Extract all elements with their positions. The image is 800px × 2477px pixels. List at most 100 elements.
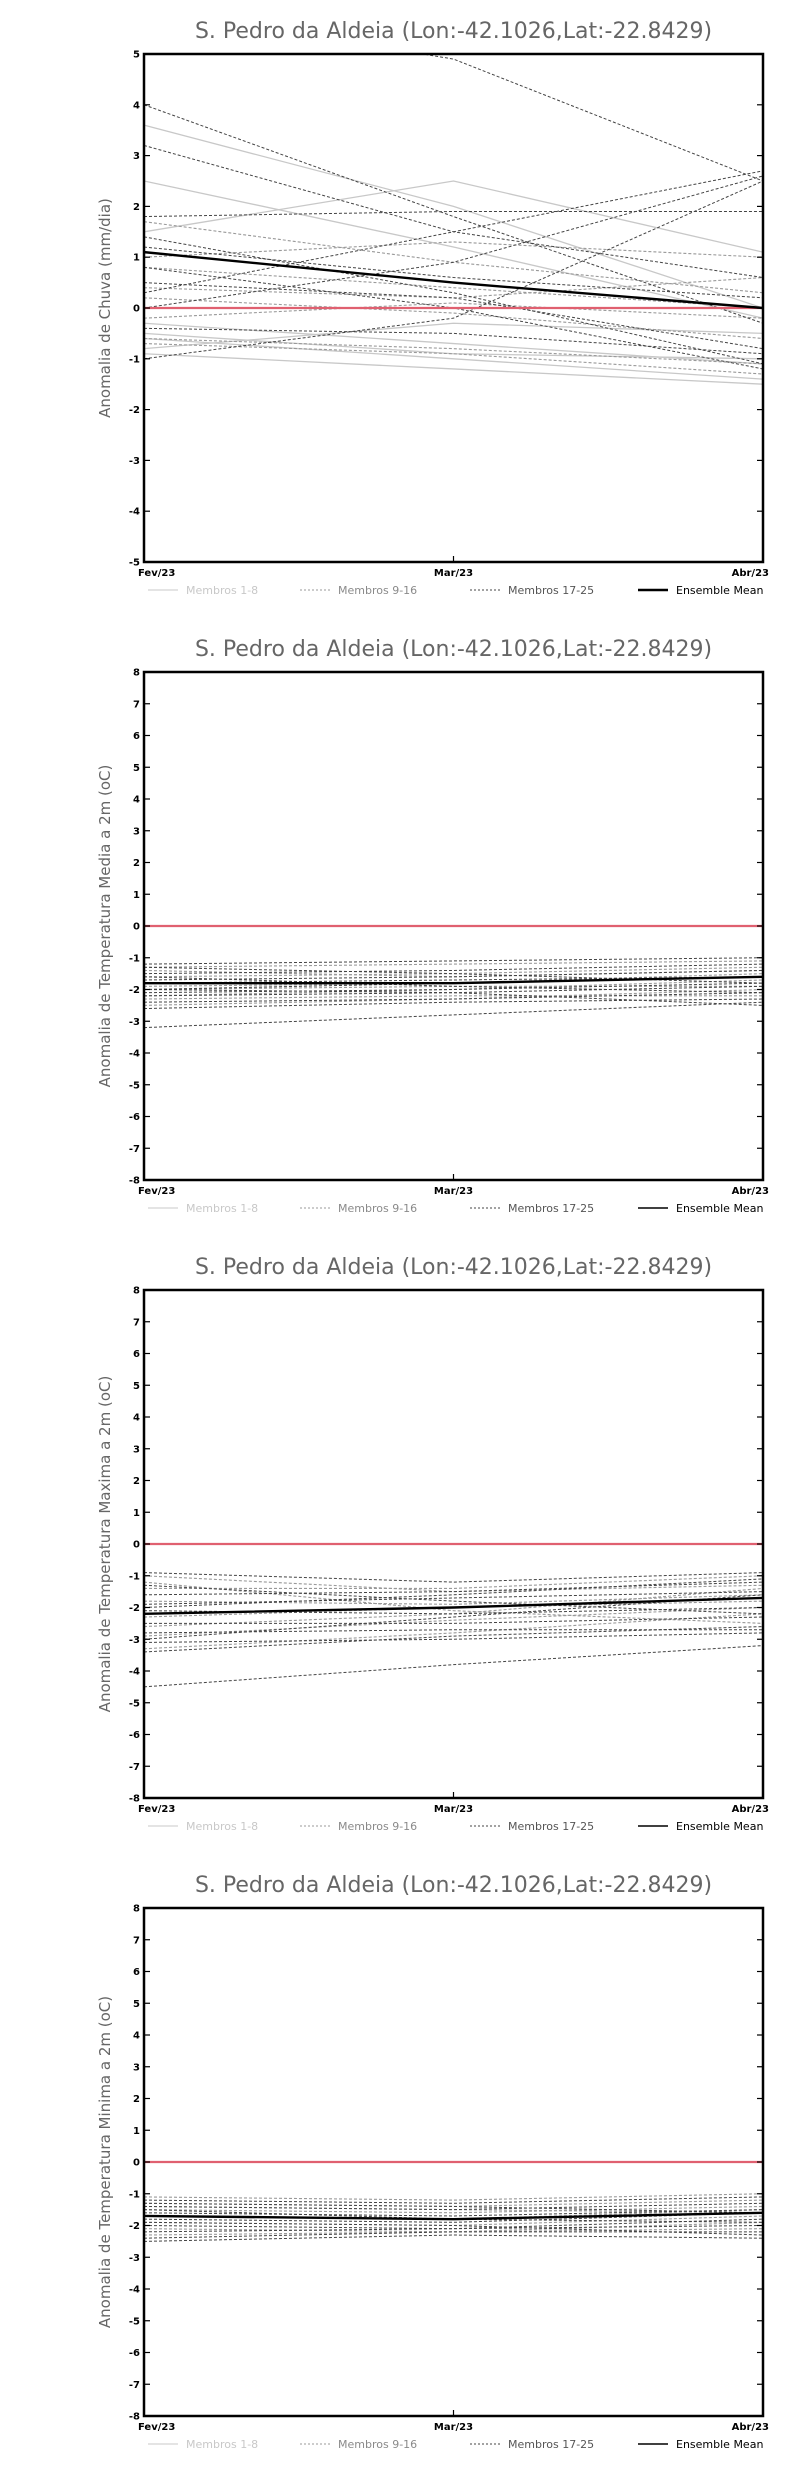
series-line-members-3-11 <box>144 2209 763 2217</box>
y-tick-label: -4 <box>129 507 140 518</box>
legend-label: Membros 9-16 <box>338 584 417 597</box>
y-tick-label: -8 <box>129 2412 140 2423</box>
y-tick-label: 0 <box>133 1540 140 1551</box>
series-group <box>144 924 763 1029</box>
y-tick-label: -1 <box>129 1571 140 1582</box>
series-line-members-2-9 <box>144 241 763 258</box>
legend-label: Membros 9-16 <box>338 1202 417 1215</box>
y-tick-label: -8 <box>129 1794 140 1805</box>
series-line-members-3-24 <box>144 282 763 350</box>
y-tick-label: 1 <box>133 1508 140 1519</box>
series-line-members-3-10 <box>144 963 763 975</box>
legend-label: Ensemble Mean <box>676 1202 763 1215</box>
legend-label: Membros 17-25 <box>508 1202 594 1215</box>
series-line-members-3-16 <box>144 1626 763 1653</box>
series-line-members-2-14 <box>144 343 763 375</box>
y-tick-label: 6 <box>133 1349 140 1360</box>
y-tick-label: -2 <box>129 1603 140 1614</box>
chart-title: S. Pedro da Aldeia (Lon:-42.1026,Lat:-22… <box>195 1255 712 1280</box>
y-tick-label: 5 <box>133 763 140 774</box>
x-tick-label: Fev/23 <box>138 2422 175 2433</box>
y-tick-label: 0 <box>133 304 140 315</box>
series-line-members-2-3 <box>144 1594 763 1605</box>
series-line-members-2-3 <box>144 2205 763 2214</box>
y-tick-label: -4 <box>129 1667 140 1678</box>
legend-label: Membros 1-8 <box>186 584 258 597</box>
y-tick-label: 4 <box>133 2031 140 2042</box>
legend-label: Membros 17-25 <box>508 584 594 597</box>
series-line-members-2-11 <box>144 337 763 365</box>
y-tick-label: -6 <box>129 1112 140 1123</box>
y-tick-label: -2 <box>129 2221 140 2232</box>
x-tick-label: Fev/23 <box>138 1804 175 1815</box>
y-tick-label: -3 <box>129 456 140 467</box>
y-tick-label: 3 <box>133 2062 140 2073</box>
series-line-members-3-18 <box>144 1001 763 1029</box>
y-tick-label: 0 <box>133 2158 140 2169</box>
y-tick-label: -5 <box>129 2316 140 2327</box>
series-line-members-2-13 <box>144 302 763 319</box>
series-line-members-2-16 <box>144 266 763 309</box>
y-axis-label: Anomalia de Temperatura Media a 2m (oC) <box>96 765 114 1088</box>
y-tick-label: -7 <box>129 1144 140 1155</box>
series-line-members-3-17 <box>144 104 763 324</box>
y-tick-label: -6 <box>129 1730 140 1741</box>
series-line-ensemble-mean <box>144 2211 763 2221</box>
y-tick-label: -3 <box>129 2253 140 2264</box>
legend-label: Membros 1-8 <box>186 1820 258 1833</box>
legend-label: Membros 1-8 <box>186 2438 258 2451</box>
legend-label: Ensemble Mean <box>676 2438 763 2451</box>
x-tick-label: Abr/23 <box>732 1804 769 1815</box>
series-line-members-2-8 <box>144 1613 763 1650</box>
y-tick-label: -5 <box>129 558 140 569</box>
series-group <box>144 54 763 385</box>
x-tick-label: Mar/23 <box>434 568 473 579</box>
y-tick-label: -3 <box>129 1635 140 1646</box>
series-line-members-3-19 <box>144 976 763 994</box>
series-line-members-2-3 <box>144 973 763 987</box>
chart-title: S. Pedro da Aldeia (Lon:-42.1026,Lat:-22… <box>195 637 712 662</box>
y-tick-label: 0 <box>133 922 140 933</box>
series-line-members-2-7 <box>144 1587 763 1628</box>
series-line-ensemble-mean <box>144 250 763 310</box>
legend-label: Membros 17-25 <box>508 1820 594 1833</box>
series-line-members-3-16 <box>144 2234 763 2242</box>
y-tick-label: -1 <box>129 2189 140 2200</box>
y-tick-label: 3 <box>133 151 140 162</box>
series-line-members-1-5 <box>144 337 763 380</box>
legend-label: Membros 1-8 <box>186 1202 258 1215</box>
chart-panel-3: S. Pedro da Aldeia (Lon:-42.1026,Lat:-22… <box>96 1255 769 1833</box>
series-line-members-2-1 <box>144 2193 763 2201</box>
y-tick-label: 8 <box>133 1904 140 1915</box>
series-line-members-3-20 <box>144 175 763 309</box>
series-line-members-3-19 <box>144 2221 763 2236</box>
series-line-members-3-19 <box>144 1578 763 1608</box>
x-tick-label: Mar/23 <box>434 1804 473 1815</box>
y-tick-label: -5 <box>129 1698 140 1709</box>
series-line-members-3-26 <box>144 327 763 355</box>
y-tick-label: 4 <box>133 1413 140 1424</box>
legend-label: Ensemble Mean <box>676 584 763 597</box>
y-tick-label: 8 <box>133 668 140 679</box>
series-group <box>144 1542 763 1688</box>
chart-title: S. Pedro da Aldeia (Lon:-42.1026,Lat:-22… <box>195 1873 712 1898</box>
y-tick-label: 4 <box>133 100 140 111</box>
series-group <box>144 2160 763 2242</box>
y-tick-label: -5 <box>129 1080 140 1091</box>
y-tick-label: -1 <box>129 354 140 365</box>
series-line-members-3-14 <box>144 2225 763 2233</box>
series-line-members-2-7 <box>144 2228 763 2236</box>
series-line-members-3-10 <box>144 1581 763 1596</box>
y-tick-label: 1 <box>133 2126 140 2137</box>
series-line-members-2-4 <box>144 1600 763 1618</box>
series-line-members-2-5 <box>144 1606 763 1637</box>
series-line-members-2-1 <box>144 960 763 968</box>
legend-label: Ensemble Mean <box>676 1820 763 1833</box>
y-tick-label: 2 <box>133 202 140 213</box>
y-tick-label: -7 <box>129 1762 140 1773</box>
y-tick-label: 2 <box>133 1476 140 1487</box>
series-line-members-3-18 <box>144 1584 763 1615</box>
y-tick-label: -7 <box>129 2380 140 2391</box>
chart-panel-1: S. Pedro da Aldeia (Lon:-42.1026,Lat:-22… <box>96 19 769 597</box>
